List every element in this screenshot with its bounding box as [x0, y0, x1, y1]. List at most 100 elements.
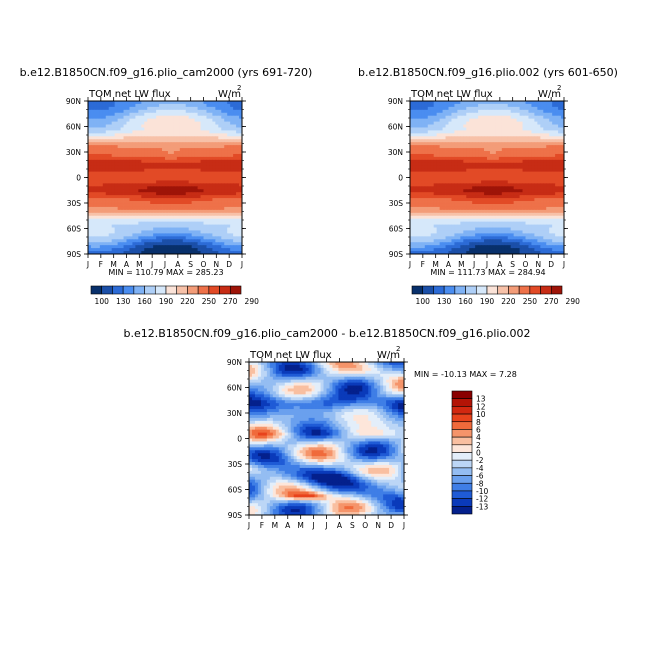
heatmap-cell	[153, 192, 157, 196]
heatmap-cell	[88, 139, 92, 143]
heatmap-cell	[489, 139, 494, 143]
heatmap-cell	[427, 201, 432, 205]
heatmap-cell	[150, 251, 154, 255]
heatmap-cell	[203, 230, 207, 234]
heatmap-cell	[88, 183, 92, 187]
heatmap-cell	[546, 212, 550, 217]
heatmap-cell	[126, 142, 130, 146]
heatmap-cell	[463, 180, 467, 184]
heatmap-cell	[427, 189, 432, 193]
heatmap-cell	[230, 153, 234, 158]
heatmap-cell	[534, 153, 538, 158]
heatmap-cell	[463, 106, 467, 111]
heatmap-cell	[191, 103, 196, 108]
heatmap-cell	[221, 124, 225, 128]
heatmap-cell	[478, 103, 482, 108]
heatmap-cell	[430, 186, 435, 190]
heatmap-cell	[504, 115, 509, 120]
heatmap-cell	[469, 115, 473, 120]
heatmap-cell	[531, 142, 535, 146]
heatmap-cell	[501, 165, 506, 170]
heatmap-cell	[88, 121, 92, 125]
heatmap-cell	[135, 221, 139, 225]
heatmap-cell	[170, 159, 175, 164]
heatmap-cell	[150, 174, 154, 178]
heatmap-cell	[487, 109, 491, 114]
heatmap-cell	[472, 180, 476, 184]
heatmap-cell	[510, 109, 515, 114]
heatmap-cell	[561, 153, 565, 158]
heatmap-cell	[475, 133, 479, 137]
heatmap-cell	[188, 159, 193, 164]
heatmap-cell	[147, 224, 151, 228]
heatmap-cell	[221, 215, 225, 220]
heatmap-cell	[197, 112, 201, 117]
heatmap-cell	[454, 106, 458, 111]
heatmap-cell	[498, 159, 503, 164]
heatmap-cell	[487, 177, 491, 181]
heatmap-cell	[418, 201, 423, 205]
heatmap-cell	[239, 153, 243, 158]
heatmap-cell	[236, 139, 240, 143]
heatmap-cell	[451, 118, 455, 122]
heatmap-cell	[185, 162, 190, 167]
heatmap-cell	[102, 206, 107, 211]
heatmap-cell	[114, 209, 119, 214]
heatmap-cell	[221, 206, 225, 211]
heatmap-cell	[445, 127, 449, 131]
heatmap-cell	[489, 212, 494, 217]
heatmap-cell	[442, 156, 446, 161]
heatmap-cell	[495, 189, 500, 193]
heatmap-cell	[147, 218, 151, 223]
heatmap-cell	[156, 248, 160, 252]
heatmap-cell	[448, 203, 452, 208]
heatmap-cell	[424, 162, 429, 167]
heatmap-cell	[188, 115, 193, 120]
heatmap-cell	[439, 201, 443, 205]
heatmap-cell	[233, 206, 237, 211]
heatmap-cell	[179, 162, 184, 167]
heatmap-cell	[484, 109, 488, 114]
heatmap-cell	[534, 133, 538, 137]
heatmap-cell	[141, 106, 145, 111]
heatmap-cell	[209, 162, 213, 167]
heatmap-cell	[236, 109, 240, 114]
heatmap-cell	[224, 159, 228, 164]
heatmap-cell	[484, 165, 488, 170]
heatmap-cell	[162, 180, 166, 184]
heatmap-cell	[543, 209, 547, 214]
heatmap-cell	[117, 145, 121, 149]
heatmap-cell	[132, 183, 136, 187]
heatmap-cell	[555, 121, 559, 125]
heatmap-cell	[215, 115, 219, 120]
heatmap-cell	[141, 130, 145, 134]
heatmap-cell	[114, 139, 119, 143]
heatmap-cell	[534, 136, 538, 140]
heatmap-cell	[478, 209, 482, 214]
heatmap-cell	[138, 206, 142, 211]
heatmap-cell	[159, 168, 163, 173]
heatmap-cell	[93, 177, 98, 181]
heatmap-cell	[546, 112, 550, 117]
heatmap-cell	[215, 245, 219, 249]
heatmap-cell	[475, 180, 479, 184]
heatmap-cell	[167, 227, 172, 231]
heatmap-cell	[194, 245, 198, 249]
heatmap-cell	[102, 133, 107, 137]
heatmap-cell	[88, 156, 92, 161]
heatmap-cell	[88, 198, 92, 202]
heatmap-cell	[558, 189, 562, 193]
heatmap-cell	[534, 156, 538, 161]
heatmap-cell	[230, 227, 234, 231]
heatmap-cell	[159, 133, 163, 137]
heatmap-cell	[430, 165, 435, 170]
heatmap-cell	[209, 118, 213, 122]
heatmap-cell	[88, 124, 92, 128]
heatmap-cell	[215, 162, 219, 167]
heatmap-cell	[191, 124, 196, 128]
heatmap-cell	[197, 195, 201, 199]
heatmap-cell	[102, 192, 107, 196]
heatmap-cell	[224, 180, 228, 184]
heatmap-cell	[132, 168, 136, 173]
heatmap-cell	[156, 189, 160, 193]
